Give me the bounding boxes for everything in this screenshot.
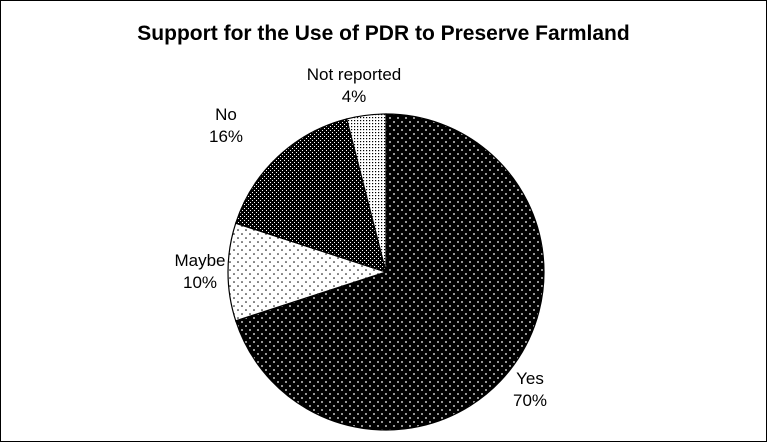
slice-label-yes: Yes 70% — [512, 369, 548, 410]
slice-label-not-reported: Not reported 4% — [306, 65, 402, 106]
pie-slice-no — [234, 118, 387, 273]
slice-label-maybe: Maybe 10% — [174, 251, 226, 292]
pie-slice-maybe — [227, 222, 388, 322]
pie-slice-yes — [234, 113, 545, 431]
chart-title: Support for the Use of PDR to Preserve F… — [137, 22, 630, 45]
pie-slice-not-reported — [345, 113, 387, 273]
slice-label-no: No 16% — [208, 105, 244, 146]
